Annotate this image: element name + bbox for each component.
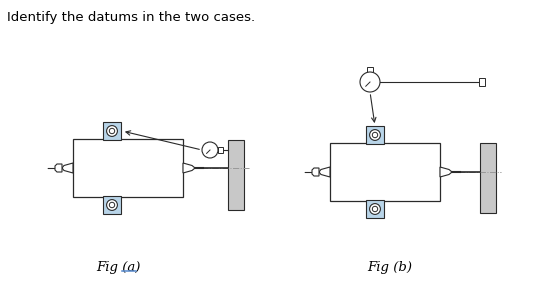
Bar: [480, 143, 496, 213]
Circle shape: [372, 132, 378, 138]
Bar: [366, 126, 384, 144]
Circle shape: [109, 202, 115, 208]
Circle shape: [107, 200, 118, 210]
Bar: [73, 139, 183, 197]
Bar: [218, 147, 223, 153]
Bar: [103, 196, 121, 214]
Circle shape: [370, 130, 380, 140]
Circle shape: [372, 206, 378, 212]
Bar: [103, 122, 121, 140]
Circle shape: [109, 128, 115, 134]
Circle shape: [202, 142, 218, 158]
Polygon shape: [55, 164, 62, 172]
Bar: [479, 78, 485, 86]
Bar: [367, 67, 373, 72]
Polygon shape: [319, 167, 330, 177]
Polygon shape: [440, 167, 452, 177]
Text: Fig (b): Fig (b): [367, 261, 412, 275]
Bar: [366, 200, 384, 218]
Polygon shape: [312, 168, 319, 176]
Bar: [330, 143, 440, 201]
Circle shape: [360, 72, 380, 92]
Polygon shape: [62, 163, 73, 173]
Polygon shape: [183, 163, 195, 173]
Bar: [228, 140, 244, 210]
Circle shape: [370, 204, 380, 214]
Text: Fig (a): Fig (a): [96, 261, 140, 275]
Text: Identify the datums in the two cases.: Identify the datums in the two cases.: [7, 11, 255, 24]
Circle shape: [107, 126, 118, 137]
